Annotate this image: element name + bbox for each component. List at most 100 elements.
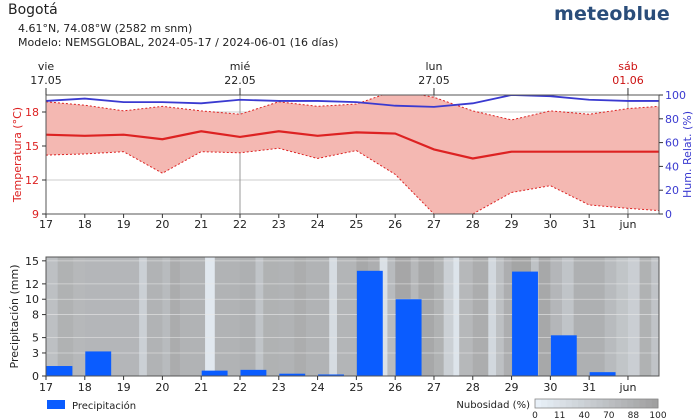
x-tick-label-top: 27 — [427, 218, 441, 231]
temp-axis-title: Temperatura (°C) — [11, 107, 24, 203]
cloud-cover-segment — [379, 257, 389, 376]
cloud-cover-segment — [627, 257, 641, 376]
cloud-cover-segment — [459, 257, 474, 376]
weekday-label: sáb — [618, 60, 637, 73]
cloud-legend-tick-label: 100 — [649, 411, 666, 420]
temperature-mean-line — [46, 130, 659, 160]
temp-tick-label: 18 — [25, 106, 39, 119]
cloud-legend-gradient-step — [565, 399, 573, 408]
x-tick-label-bottom: 29 — [505, 381, 519, 394]
coordinates-text: 4.61°N, 74.08°W (2582 m snm) — [18, 22, 193, 35]
cloud-cover-segment — [503, 257, 513, 376]
precip-tick-label: 15 — [25, 255, 39, 268]
temp-plot-frame — [45, 94, 660, 215]
x-tick-label-top: 31 — [582, 218, 596, 231]
precipitation-bar — [279, 373, 306, 376]
cloud-legend-gradient-step — [535, 399, 542, 408]
cloud-cover-segment — [453, 257, 460, 376]
weekday-label: mié — [230, 60, 251, 73]
cloud-cover-segment — [170, 257, 181, 376]
x-tick-label-top: 23 — [272, 218, 286, 231]
cloud-cover-segment — [433, 257, 445, 376]
temperature-max-line — [46, 95, 659, 121]
x-tick-label-bottom: 24 — [311, 381, 325, 394]
weekday-label: lun — [425, 60, 442, 73]
precip-axis-title: Precipitación (mm) — [8, 264, 21, 368]
cloud-cover-segment — [46, 257, 59, 376]
cloud-cover-segment — [73, 257, 86, 376]
cloud-cover-segment — [305, 257, 330, 376]
cloud-legend-tick-label: 0 — [532, 411, 538, 420]
cloud-legend-gradient-step — [553, 399, 561, 408]
x-tick-label-bottom: 17 — [39, 381, 53, 394]
temp-tick-label: 15 — [25, 140, 39, 153]
x-tick-label-top: 24 — [311, 218, 325, 231]
cloud-cover-segment — [278, 257, 295, 376]
x-tick-label-top: 25 — [349, 218, 363, 231]
date-label: 17.05 — [30, 74, 62, 87]
cloud-cover-segment — [57, 257, 74, 376]
x-tick-label-top: 19 — [117, 218, 131, 231]
precip-tick-label: 10 — [25, 293, 39, 306]
x-tick-label-bottom: 18 — [78, 381, 92, 394]
cloud-cover-segment — [616, 257, 629, 376]
cloud-legend-gradient-step — [571, 399, 579, 408]
cloud-cover-segment — [496, 257, 505, 376]
precip-tick-label: 3 — [32, 347, 39, 360]
x-tick-label-bottom: 19 — [117, 381, 131, 394]
cloud-cover-segment — [589, 257, 606, 376]
cloud-cover-segment — [651, 257, 659, 376]
cloud-legend-label: Nubosidad (%) — [456, 400, 530, 411]
cloud-cover-segment — [179, 257, 206, 376]
humidity-tick-label: 60 — [665, 137, 679, 150]
humidity-tick-label: 0 — [665, 208, 672, 221]
temperature-min-line — [46, 147, 659, 214]
precip-tick-label: 12 — [25, 278, 39, 291]
cloud-cover-segment — [488, 257, 497, 376]
cloud-cover-segment — [604, 257, 617, 376]
precipitation-bar — [356, 270, 383, 376]
cloud-legend-gradient-step — [627, 399, 634, 408]
x-tick-label-bottom: jun — [618, 381, 636, 394]
x-tick-label-top: 22 — [233, 218, 247, 231]
cloud-cover-segment — [239, 257, 257, 376]
date-label: 22.05 — [224, 74, 256, 87]
cloud-cover-segment — [214, 257, 241, 376]
cloud-legend-gradient-step — [621, 399, 628, 408]
cloud-legend-gradient-step — [584, 399, 591, 408]
x-tick-label-top: 18 — [78, 218, 92, 231]
x-tick-label-top: 30 — [543, 218, 557, 231]
cloud-legend-gradient-step — [559, 399, 567, 408]
precip-legend-swatch — [47, 400, 65, 409]
humidity-axis-title: Hum. Relat. (%) — [681, 111, 694, 198]
cloud-cover-segment — [139, 257, 148, 376]
humidity-tick-label: 20 — [665, 184, 679, 197]
cloud-legend-gradient-step — [596, 399, 604, 408]
date-label: 01.06 — [612, 74, 644, 87]
x-tick-label-bottom: 30 — [543, 381, 557, 394]
precip-tick-label: 0 — [32, 370, 39, 383]
meteoblue-logo[interactable]: meteoblue — [553, 3, 670, 25]
precip-tick-label: 8 — [32, 309, 39, 322]
x-tick-label-bottom: 26 — [388, 381, 402, 394]
cloud-cover-segment — [255, 257, 264, 376]
cloud-cover-segment — [336, 257, 357, 376]
cloud-legend-gradient-step — [633, 399, 641, 408]
cloud-cover-segment — [443, 257, 454, 376]
precipitation-bar — [201, 370, 228, 376]
weekday-label: vie — [38, 60, 55, 73]
precip-plot-frame — [45, 256, 660, 377]
x-tick-label-top: 20 — [155, 218, 169, 231]
temp-tick-label: 12 — [25, 174, 39, 187]
precipitation-bar — [589, 372, 616, 376]
x-tick-label-top: 29 — [505, 218, 519, 231]
cloud-cover-segment — [538, 257, 551, 376]
cloud-cover-segment — [263, 257, 280, 376]
cloud-legend-gradient-step — [651, 399, 659, 408]
x-tick-label-bottom: 27 — [427, 381, 441, 394]
humidity-line — [46, 95, 659, 108]
cloud-legend-gradient-step — [639, 399, 647, 408]
precipitation-bar — [318, 374, 344, 376]
cloud-legend-gradient-step — [645, 399, 653, 408]
